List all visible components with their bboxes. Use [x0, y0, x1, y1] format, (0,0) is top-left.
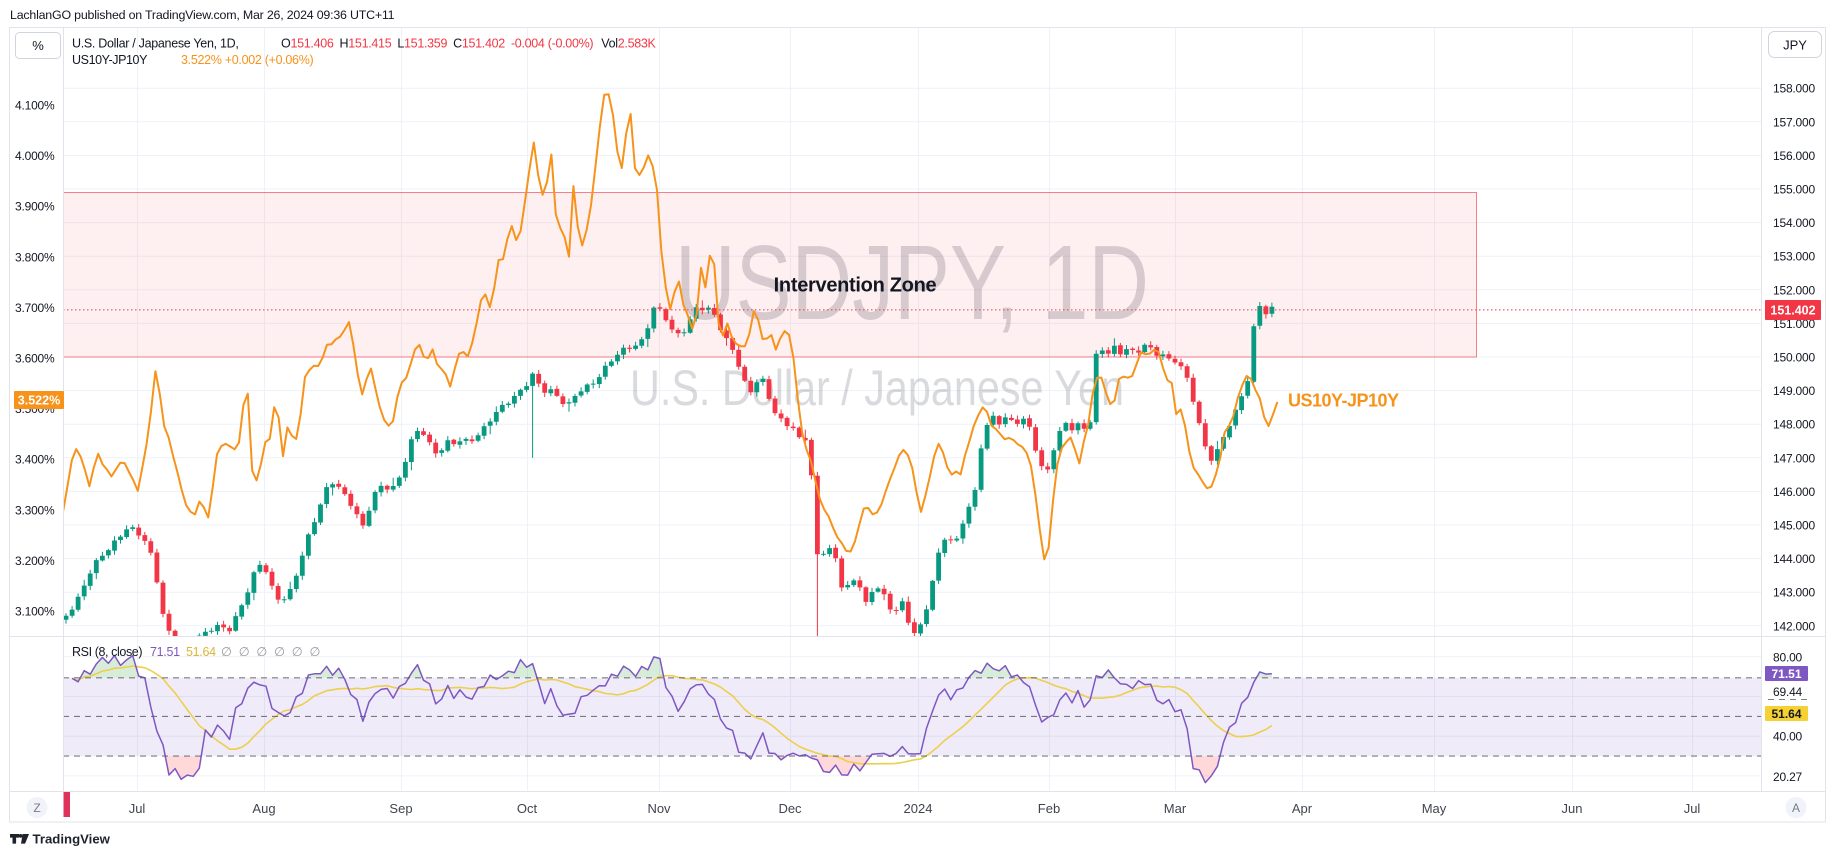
svg-text:3.100%: 3.100% — [15, 605, 55, 619]
svg-text:144.000: 144.000 — [1773, 552, 1816, 566]
svg-text:Apr: Apr — [1292, 801, 1313, 816]
svg-text:Aug: Aug — [252, 801, 275, 816]
svg-text:3.400%: 3.400% — [15, 453, 55, 467]
svg-text:71.51: 71.51 — [150, 645, 180, 659]
svg-text:148.000: 148.000 — [1773, 418, 1816, 432]
svg-text:147.000: 147.000 — [1773, 451, 1816, 465]
svg-text:145.000: 145.000 — [1773, 519, 1816, 533]
svg-text:155.000: 155.000 — [1773, 183, 1816, 197]
svg-text:4.000%: 4.000% — [15, 149, 55, 163]
svg-text:3.522% +0.002 (+0.06%): 3.522% +0.002 (+0.06%) — [181, 53, 314, 67]
svg-text:Jun: Jun — [1562, 801, 1583, 816]
svg-text:20.27: 20.27 — [1773, 770, 1803, 784]
svg-text:Feb: Feb — [1038, 801, 1060, 816]
svg-text:154.000: 154.000 — [1773, 216, 1816, 230]
svg-text:3.600%: 3.600% — [15, 352, 55, 366]
svg-text:152.000: 152.000 — [1773, 283, 1816, 297]
svg-text:U.S. Dollar / Japanese Yen: U.S. Dollar / Japanese Yen — [630, 360, 1124, 416]
svg-text:143.000: 143.000 — [1773, 586, 1816, 600]
svg-text:158.000: 158.000 — [1773, 82, 1816, 96]
svg-text:RSI (8, close): RSI (8, close) — [72, 645, 142, 659]
svg-text:Intervention Zone: Intervention Zone — [774, 275, 937, 297]
svg-text:Nov: Nov — [647, 801, 671, 816]
svg-text:151.000: 151.000 — [1773, 317, 1816, 331]
svg-text:US10Y-JP10Y: US10Y-JP10Y — [1288, 391, 1399, 411]
svg-text:JPY: JPY — [1783, 38, 1807, 53]
svg-text:Z: Z — [33, 801, 40, 815]
svg-text:153.000: 153.000 — [1773, 250, 1816, 264]
svg-text:Dec: Dec — [778, 801, 802, 816]
svg-text:69.44: 69.44 — [1773, 685, 1803, 699]
svg-text:3.700%: 3.700% — [15, 301, 55, 315]
svg-text:3.800%: 3.800% — [15, 250, 55, 264]
svg-text:LachlanGO published on Trading: LachlanGO published on TradingView.com, … — [10, 8, 395, 22]
svg-text:51.64: 51.64 — [1771, 707, 1801, 721]
svg-text:May: May — [1422, 801, 1447, 816]
svg-text:∅∅∅∅∅∅: ∅∅∅∅∅∅ — [221, 645, 327, 659]
svg-text:71.51: 71.51 — [1771, 667, 1801, 681]
svg-text:40.00: 40.00 — [1773, 730, 1803, 744]
svg-text:149.000: 149.000 — [1773, 384, 1816, 398]
svg-text:157.000: 157.000 — [1773, 115, 1816, 129]
svg-text:4.100%: 4.100% — [15, 99, 55, 113]
svg-text:%: % — [32, 38, 44, 53]
svg-text:Oct: Oct — [517, 801, 538, 816]
svg-text:3.200%: 3.200% — [15, 554, 55, 568]
svg-text:TradingView: TradingView — [33, 832, 111, 847]
svg-text:80.00: 80.00 — [1773, 650, 1803, 664]
svg-text:Jul: Jul — [129, 801, 146, 816]
svg-text:Sep: Sep — [389, 801, 412, 816]
svg-text:A: A — [1792, 801, 1800, 815]
svg-text:Mar: Mar — [1164, 801, 1187, 816]
svg-text:US10Y-JP10Y: US10Y-JP10Y — [72, 53, 148, 67]
svg-text:151.402: 151.402 — [1770, 304, 1815, 318]
svg-text:150.000: 150.000 — [1773, 351, 1816, 365]
svg-text:USDJPY, 1D: USDJPY, 1D — [675, 224, 1149, 342]
svg-text:3.300%: 3.300% — [15, 503, 55, 517]
svg-text:146.000: 146.000 — [1773, 485, 1816, 499]
svg-text:156.000: 156.000 — [1773, 149, 1816, 163]
svg-text:Jul: Jul — [1684, 801, 1701, 816]
svg-text:51.64: 51.64 — [186, 645, 216, 659]
svg-text:142.000: 142.000 — [1773, 619, 1816, 633]
svg-text:3.900%: 3.900% — [15, 200, 55, 214]
svg-text:2024: 2024 — [904, 801, 933, 816]
svg-text:U.S. Dollar / Japanese Yen, 1D: U.S. Dollar / Japanese Yen, 1D, — [72, 37, 239, 51]
svg-text:3.522%: 3.522% — [18, 394, 60, 408]
